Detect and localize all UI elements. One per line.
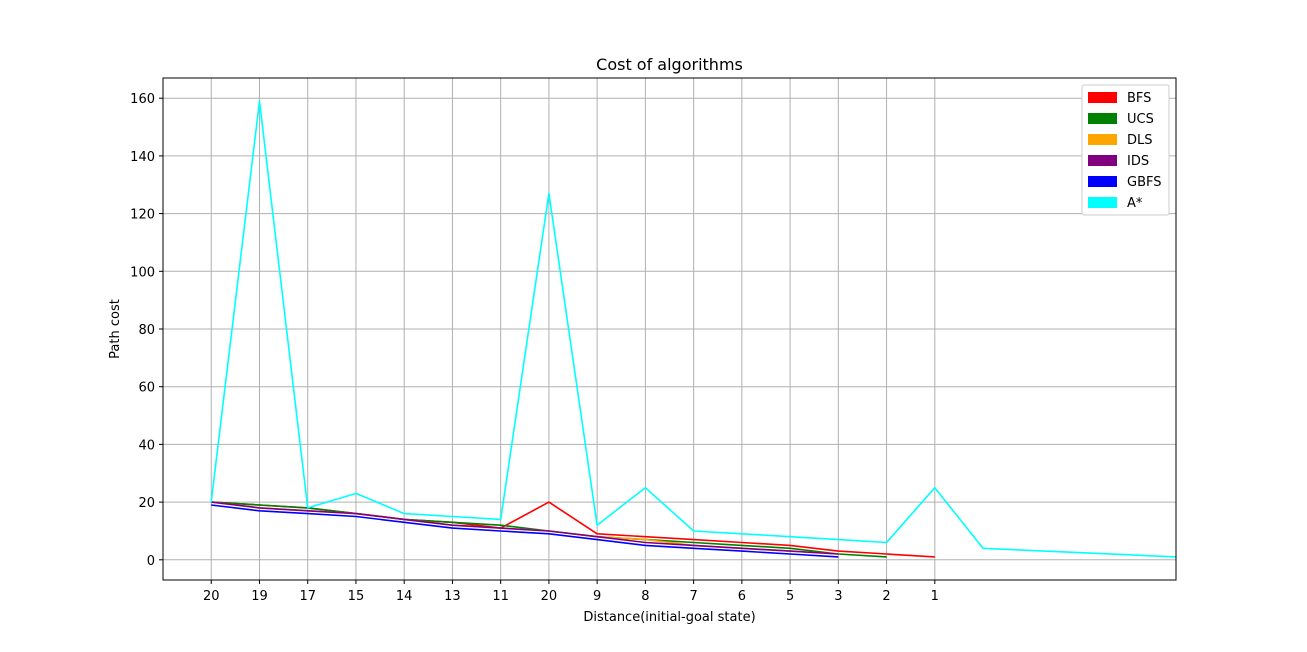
legend-label: A*: [1127, 196, 1143, 211]
y-tick-label: 100: [130, 265, 155, 280]
y-tick-label: 20: [138, 496, 155, 511]
series-line-a: [210, 100, 1177, 558]
series-line-ids: [211, 501, 839, 555]
legend-swatch: [1088, 113, 1117, 124]
x-tick-label: 9: [593, 589, 601, 604]
x-tick-label: 17: [299, 589, 316, 604]
y-axis: 0 20 40 60 80 100 120 140 160: [130, 92, 163, 569]
legend-swatch: [1088, 176, 1117, 187]
y-tick-label: 60: [138, 381, 155, 396]
x-tick-label: 14: [396, 589, 413, 604]
x-tick-label: 19: [251, 589, 268, 604]
series-line-gbfs: [211, 504, 839, 558]
legend-swatch: [1088, 134, 1117, 145]
legend-box: [1081, 84, 1170, 216]
x-tick-label: 20: [203, 589, 220, 604]
y-tick-label: 160: [130, 92, 155, 107]
legend-label: DLS: [1127, 133, 1153, 148]
x-axis: 20 19 17 15 14 13 11 20 9 8 7 6 5 3 2 1: [203, 580, 939, 604]
x-tick-label: 2: [882, 589, 890, 604]
x-tick-label: 6: [738, 589, 746, 604]
x-tick-label: 8: [641, 589, 649, 604]
x-tick-label: 3: [834, 589, 842, 604]
legend: BFS UCS DLS IDS GBFS A*: [1081, 84, 1170, 216]
legend-label: IDS: [1127, 154, 1149, 169]
y-tick-label: 140: [130, 150, 155, 165]
x-tick-label: 5: [786, 589, 794, 604]
y-tick-label: 80: [138, 323, 155, 338]
y-tick-label: 120: [130, 208, 155, 223]
series-lines: [210, 100, 1177, 558]
x-tick-label: 13: [444, 589, 461, 604]
x-tick-label: 11: [492, 589, 509, 604]
x-tick-label: 20: [541, 589, 558, 604]
legend-swatch: [1088, 92, 1117, 103]
legend-swatch: [1088, 155, 1117, 166]
y-tick-label: 40: [138, 438, 155, 453]
legend-label: GBFS: [1127, 175, 1162, 190]
legend-label: UCS: [1127, 112, 1154, 127]
grid: [163, 78, 1176, 580]
legend-label: BFS: [1127, 91, 1151, 106]
y-axis-label: Path cost: [108, 299, 123, 359]
x-tick-label: 1: [931, 589, 939, 604]
x-tick-label: 7: [689, 589, 697, 604]
x-tick-label: 15: [348, 589, 365, 604]
legend-swatch: [1088, 197, 1117, 208]
chart-title: Cost of algorithms: [596, 55, 743, 74]
y-tick-label: 0: [147, 554, 155, 569]
x-axis-label: Distance(initial-goal state): [583, 610, 755, 625]
